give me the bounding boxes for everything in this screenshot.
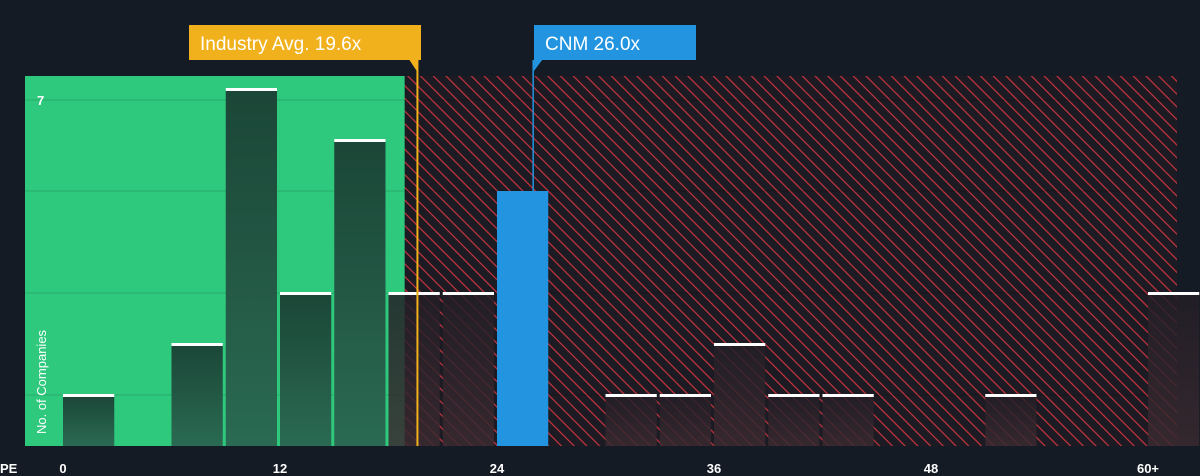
histogram-bar [659,395,711,446]
y-tick-label: 7 [37,93,44,108]
bar-top-cap [171,343,223,346]
histogram-bar [1148,293,1200,446]
bar-top-cap [985,394,1037,397]
histogram-bar [768,395,820,446]
industry-avg-pointer [409,60,418,72]
bar-top-cap [1148,292,1200,295]
y-axis-label: No. of Companies [34,329,49,434]
industry-avg-callout [189,25,421,60]
histogram-bar [171,344,223,446]
bar-top-cap [714,343,766,346]
x-tick-label: 48 [924,461,938,476]
histogram-bar [63,395,115,446]
company-label: CNM 26.0x [545,34,641,55]
histogram-bar [225,89,277,446]
histogram-bar [822,395,874,446]
bar-top-cap [768,394,820,397]
bar-top-cap [822,394,874,397]
histogram-bar [334,140,386,446]
bar-top-cap [225,88,277,91]
histogram-bar [497,191,549,446]
histogram-bar [280,293,332,446]
bar-top-cap [442,292,494,295]
bar-top-cap [334,139,386,142]
histogram-bar [442,293,494,446]
histogram-bar [714,344,766,446]
histogram-bar [985,395,1037,446]
x-tick-label: 60+ [1137,461,1159,476]
bar-top-cap [63,394,115,397]
company-callout [534,25,696,60]
x-tick-label: 12 [273,461,287,476]
bar-top-cap [605,394,657,397]
bar-top-cap [659,394,711,397]
x-axis-label: PE [0,461,18,476]
company-pointer [533,60,543,72]
bar-top-cap [388,292,440,295]
x-tick-label: 0 [59,461,66,476]
x-tick-label: 36 [707,461,721,476]
industry-avg-label: Industry Avg. 19.6x [200,34,362,55]
histogram-bar [605,395,657,446]
histogram-bar [388,293,440,446]
x-tick-label: 24 [490,461,505,476]
bar-top-cap [280,292,332,295]
